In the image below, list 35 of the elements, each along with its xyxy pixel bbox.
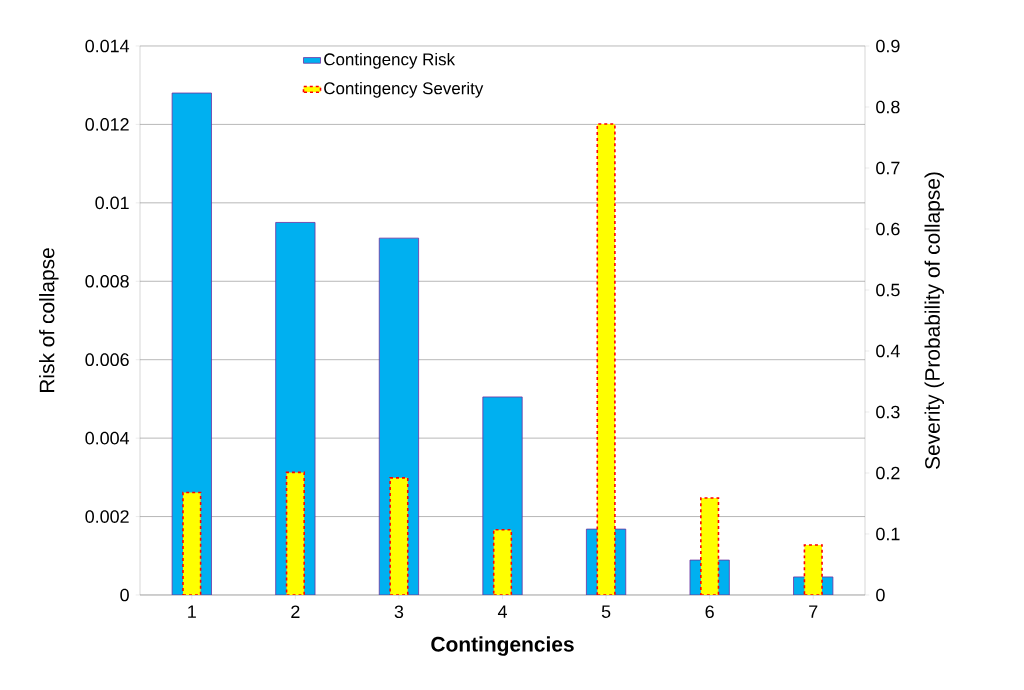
y-tick-label: 0.01: [95, 196, 129, 210]
x-tick-label: 6: [705, 605, 714, 619]
x-tick-label: 2: [291, 605, 300, 618]
y2-tick-label: 0.2: [876, 466, 900, 480]
y-tick-label: 0.006: [85, 353, 129, 367]
bar: [389, 477, 409, 595]
y2-tick-label: 0.3: [876, 405, 900, 419]
y2-tick-label: 0: [876, 588, 885, 602]
x-tick-label: 1: [188, 605, 196, 618]
y2-tick-label: 0.7: [876, 161, 900, 175]
y-axis-title: Risk of collapse: [39, 248, 59, 393]
bar: [171, 92, 212, 595]
y-tick-label: 0.012: [85, 118, 129, 131]
y2-tick-label: 0.8: [876, 100, 900, 114]
legend-label: Contingency Risk: [324, 52, 456, 69]
bar: [285, 471, 305, 595]
y2-tick-label: 0.5: [876, 283, 900, 297]
y-tick-label: 0.004: [85, 431, 130, 445]
x-tick-label: 5: [601, 605, 611, 618]
x-tick-label: 4: [497, 605, 507, 618]
y-tick-label: 0.008: [85, 274, 129, 288]
y2-tick-label: 0.6: [876, 222, 900, 236]
y2-axis-title: Severity (Probability of collapse): [924, 172, 945, 469]
x-tick-label: 3: [394, 605, 404, 619]
y-tick-label: 0.002: [85, 510, 129, 523]
y-tick-label: 0.014: [85, 39, 130, 53]
y-tick-label: 0: [120, 588, 129, 602]
y2-tick-label: 0.9: [876, 39, 900, 53]
y2-tick-label: 0.1: [876, 527, 900, 541]
bar: [492, 528, 513, 595]
legend-label: Contingency Severity: [324, 81, 484, 98]
bar: [182, 491, 202, 595]
x-axis-title: Contingencies: [431, 636, 574, 656]
x-tick-label: 7: [809, 605, 818, 618]
y2-tick-label: 0.4: [876, 344, 900, 358]
